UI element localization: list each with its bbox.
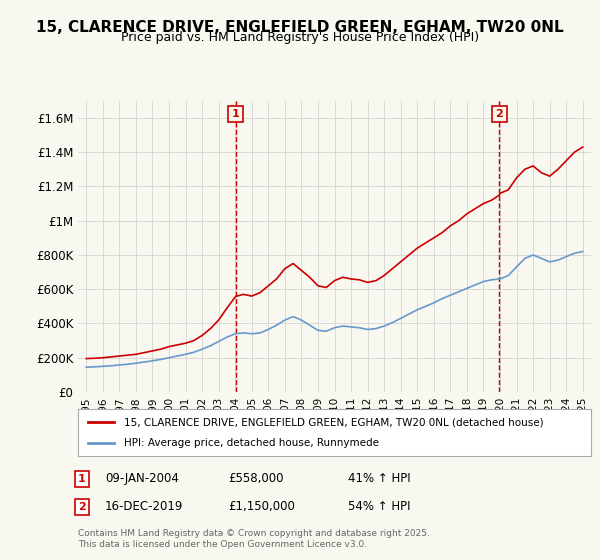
Text: 54% ↑ HPI: 54% ↑ HPI bbox=[348, 500, 410, 514]
Text: 15, CLARENCE DRIVE, ENGLEFIELD GREEN, EGHAM, TW20 0NL: 15, CLARENCE DRIVE, ENGLEFIELD GREEN, EG… bbox=[36, 20, 564, 35]
Text: Contains HM Land Registry data © Crown copyright and database right 2025.
This d: Contains HM Land Registry data © Crown c… bbox=[78, 529, 430, 549]
Text: 1: 1 bbox=[232, 109, 239, 119]
Text: 1: 1 bbox=[78, 474, 86, 484]
Text: 2: 2 bbox=[496, 109, 503, 119]
Text: Price paid vs. HM Land Registry's House Price Index (HPI): Price paid vs. HM Land Registry's House … bbox=[121, 31, 479, 44]
Text: 09-JAN-2004: 09-JAN-2004 bbox=[105, 472, 179, 486]
Text: 15, CLARENCE DRIVE, ENGLEFIELD GREEN, EGHAM, TW20 0NL (detached house): 15, CLARENCE DRIVE, ENGLEFIELD GREEN, EG… bbox=[124, 417, 544, 427]
Text: 41% ↑ HPI: 41% ↑ HPI bbox=[348, 472, 410, 486]
Text: £558,000: £558,000 bbox=[228, 472, 284, 486]
Text: 16-DEC-2019: 16-DEC-2019 bbox=[105, 500, 184, 514]
Text: £1,150,000: £1,150,000 bbox=[228, 500, 295, 514]
Text: 2: 2 bbox=[78, 502, 86, 512]
Text: HPI: Average price, detached house, Runnymede: HPI: Average price, detached house, Runn… bbox=[124, 438, 379, 448]
